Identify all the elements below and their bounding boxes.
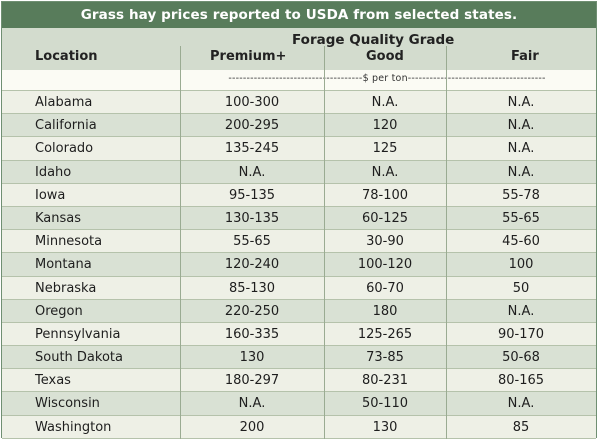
cell-fair: 90-170 <box>497 326 545 342</box>
cell-location: Minnesota <box>35 234 103 250</box>
table-row: Kansas 130-135 60-125 55-65 <box>2 206 596 231</box>
units-row: -------------------------------------$ p… <box>2 70 596 91</box>
cell-fair: 55-65 <box>502 210 540 226</box>
cell-good: 180 <box>372 303 398 319</box>
cell-location: Idaho <box>35 164 72 180</box>
table-row: California 200-295 120 N.A. <box>2 114 596 138</box>
cell-good: 125 <box>372 141 398 157</box>
table-row: Montana 120-240 100-120 100 <box>2 253 596 277</box>
cell-location: Nebraska <box>35 280 97 296</box>
cell-premium: 95-135 <box>228 187 276 203</box>
cell-location: Montana <box>35 257 92 273</box>
table-row: Oregon 220-250 180 N.A. <box>2 299 596 323</box>
cell-good: N.A. <box>371 164 399 180</box>
table-row: Idaho N.A. N.A. N.A. <box>2 160 596 184</box>
column-header-fair: Fair <box>511 49 539 64</box>
cell-good: 100-120 <box>357 257 413 273</box>
cell-good: 50-110 <box>361 396 409 412</box>
cell-premium: 55-65 <box>233 234 271 250</box>
table-row: Pennsylvania 160-335 125-265 90-170 <box>2 322 596 347</box>
table-body: Alabama 100-300 N.A. N.A. California 200-295 1… <box>2 91 596 439</box>
column-divider <box>324 46 325 439</box>
cell-location: Washington <box>35 419 112 435</box>
cell-fair: 50 <box>512 280 530 296</box>
cell-premium: 220-250 <box>224 303 280 319</box>
table-row: Nebraska 85-130 60-70 50 <box>2 276 596 300</box>
cell-location: Wisconsin <box>35 396 100 412</box>
cell-good: 73-85 <box>366 350 404 366</box>
cell-premium: 135-245 <box>224 141 280 157</box>
cell-fair: 45-60 <box>502 234 540 250</box>
cell-location: Oregon <box>35 303 83 319</box>
cell-fair: 80-165 <box>497 373 545 389</box>
cell-good: 30-90 <box>366 234 404 250</box>
cell-location: Iowa <box>35 187 66 203</box>
cell-premium: 200 <box>239 419 265 435</box>
table-row: Iowa 95-135 78-100 55-78 <box>2 183 596 207</box>
column-header-good: Good <box>366 49 404 64</box>
table-row: Alabama 100-300 N.A. N.A. <box>2 91 596 115</box>
cell-location: Colorado <box>35 141 94 157</box>
cell-premium: 100-300 <box>224 95 280 110</box>
cell-good: 125-265 <box>357 326 413 342</box>
table-row: Minnesota 55-65 30-90 45-60 <box>2 230 596 254</box>
cell-fair: N.A. <box>507 141 535 157</box>
cell-fair: N.A. <box>507 303 535 319</box>
cell-good: 60-70 <box>366 280 404 296</box>
cell-location: Kansas <box>35 210 82 226</box>
column-divider <box>180 46 181 439</box>
cell-fair: N.A. <box>507 396 535 412</box>
cell-premium: N.A. <box>238 164 266 180</box>
group-header: Forage Quality Grade <box>292 32 455 48</box>
cell-premium: 85-130 <box>228 280 276 296</box>
column-header-premium: Premium+ <box>210 49 287 64</box>
units-label: -------------------------------------$ p… <box>228 73 546 84</box>
cell-fair: 100 <box>508 257 534 273</box>
cell-fair: 55-78 <box>502 187 540 203</box>
cell-good: 130 <box>372 419 398 435</box>
table-row: Texas 180-297 80-231 80-165 <box>2 369 596 393</box>
cell-good: 60-125 <box>361 210 409 226</box>
column-header-location: Location <box>35 49 98 64</box>
cell-premium: 120-240 <box>224 257 280 273</box>
cell-fair: 50-68 <box>502 350 540 366</box>
cell-location: California <box>35 118 97 134</box>
cell-fair: N.A. <box>507 118 535 134</box>
cell-premium: 130-135 <box>224 210 280 226</box>
cell-fair: N.A. <box>507 95 535 110</box>
table-row: Washington 200 130 85 <box>2 415 596 439</box>
cell-premium: 180-297 <box>224 373 280 389</box>
cell-premium: N.A. <box>238 396 266 412</box>
cell-fair: N.A. <box>507 164 535 180</box>
table-title: Grass hay prices reported to USDA from s… <box>2 2 596 28</box>
cell-location: Texas <box>35 373 71 389</box>
table-header: Forage Quality Grade Location Premium+ G… <box>2 28 596 70</box>
cell-location: Pennsylvania <box>35 326 121 342</box>
cell-good: N.A. <box>371 95 399 110</box>
cell-good: 78-100 <box>361 187 409 203</box>
cell-good: 80-231 <box>361 373 409 389</box>
cell-premium: 200-295 <box>224 118 280 134</box>
table-row: Colorado 135-245 125 N.A. <box>2 137 596 161</box>
cell-premium: 160-335 <box>224 326 280 342</box>
cell-premium: 130 <box>239 350 265 366</box>
cell-location: South Dakota <box>35 350 123 366</box>
cell-good: 120 <box>372 118 398 134</box>
table-row: Wisconsin N.A. 50-110 N.A. <box>2 392 596 416</box>
table-row: South Dakota 130 73-85 50-68 <box>2 346 596 370</box>
cell-fair: 85 <box>512 419 530 435</box>
column-divider <box>446 46 447 439</box>
cell-location: Alabama <box>35 95 93 110</box>
